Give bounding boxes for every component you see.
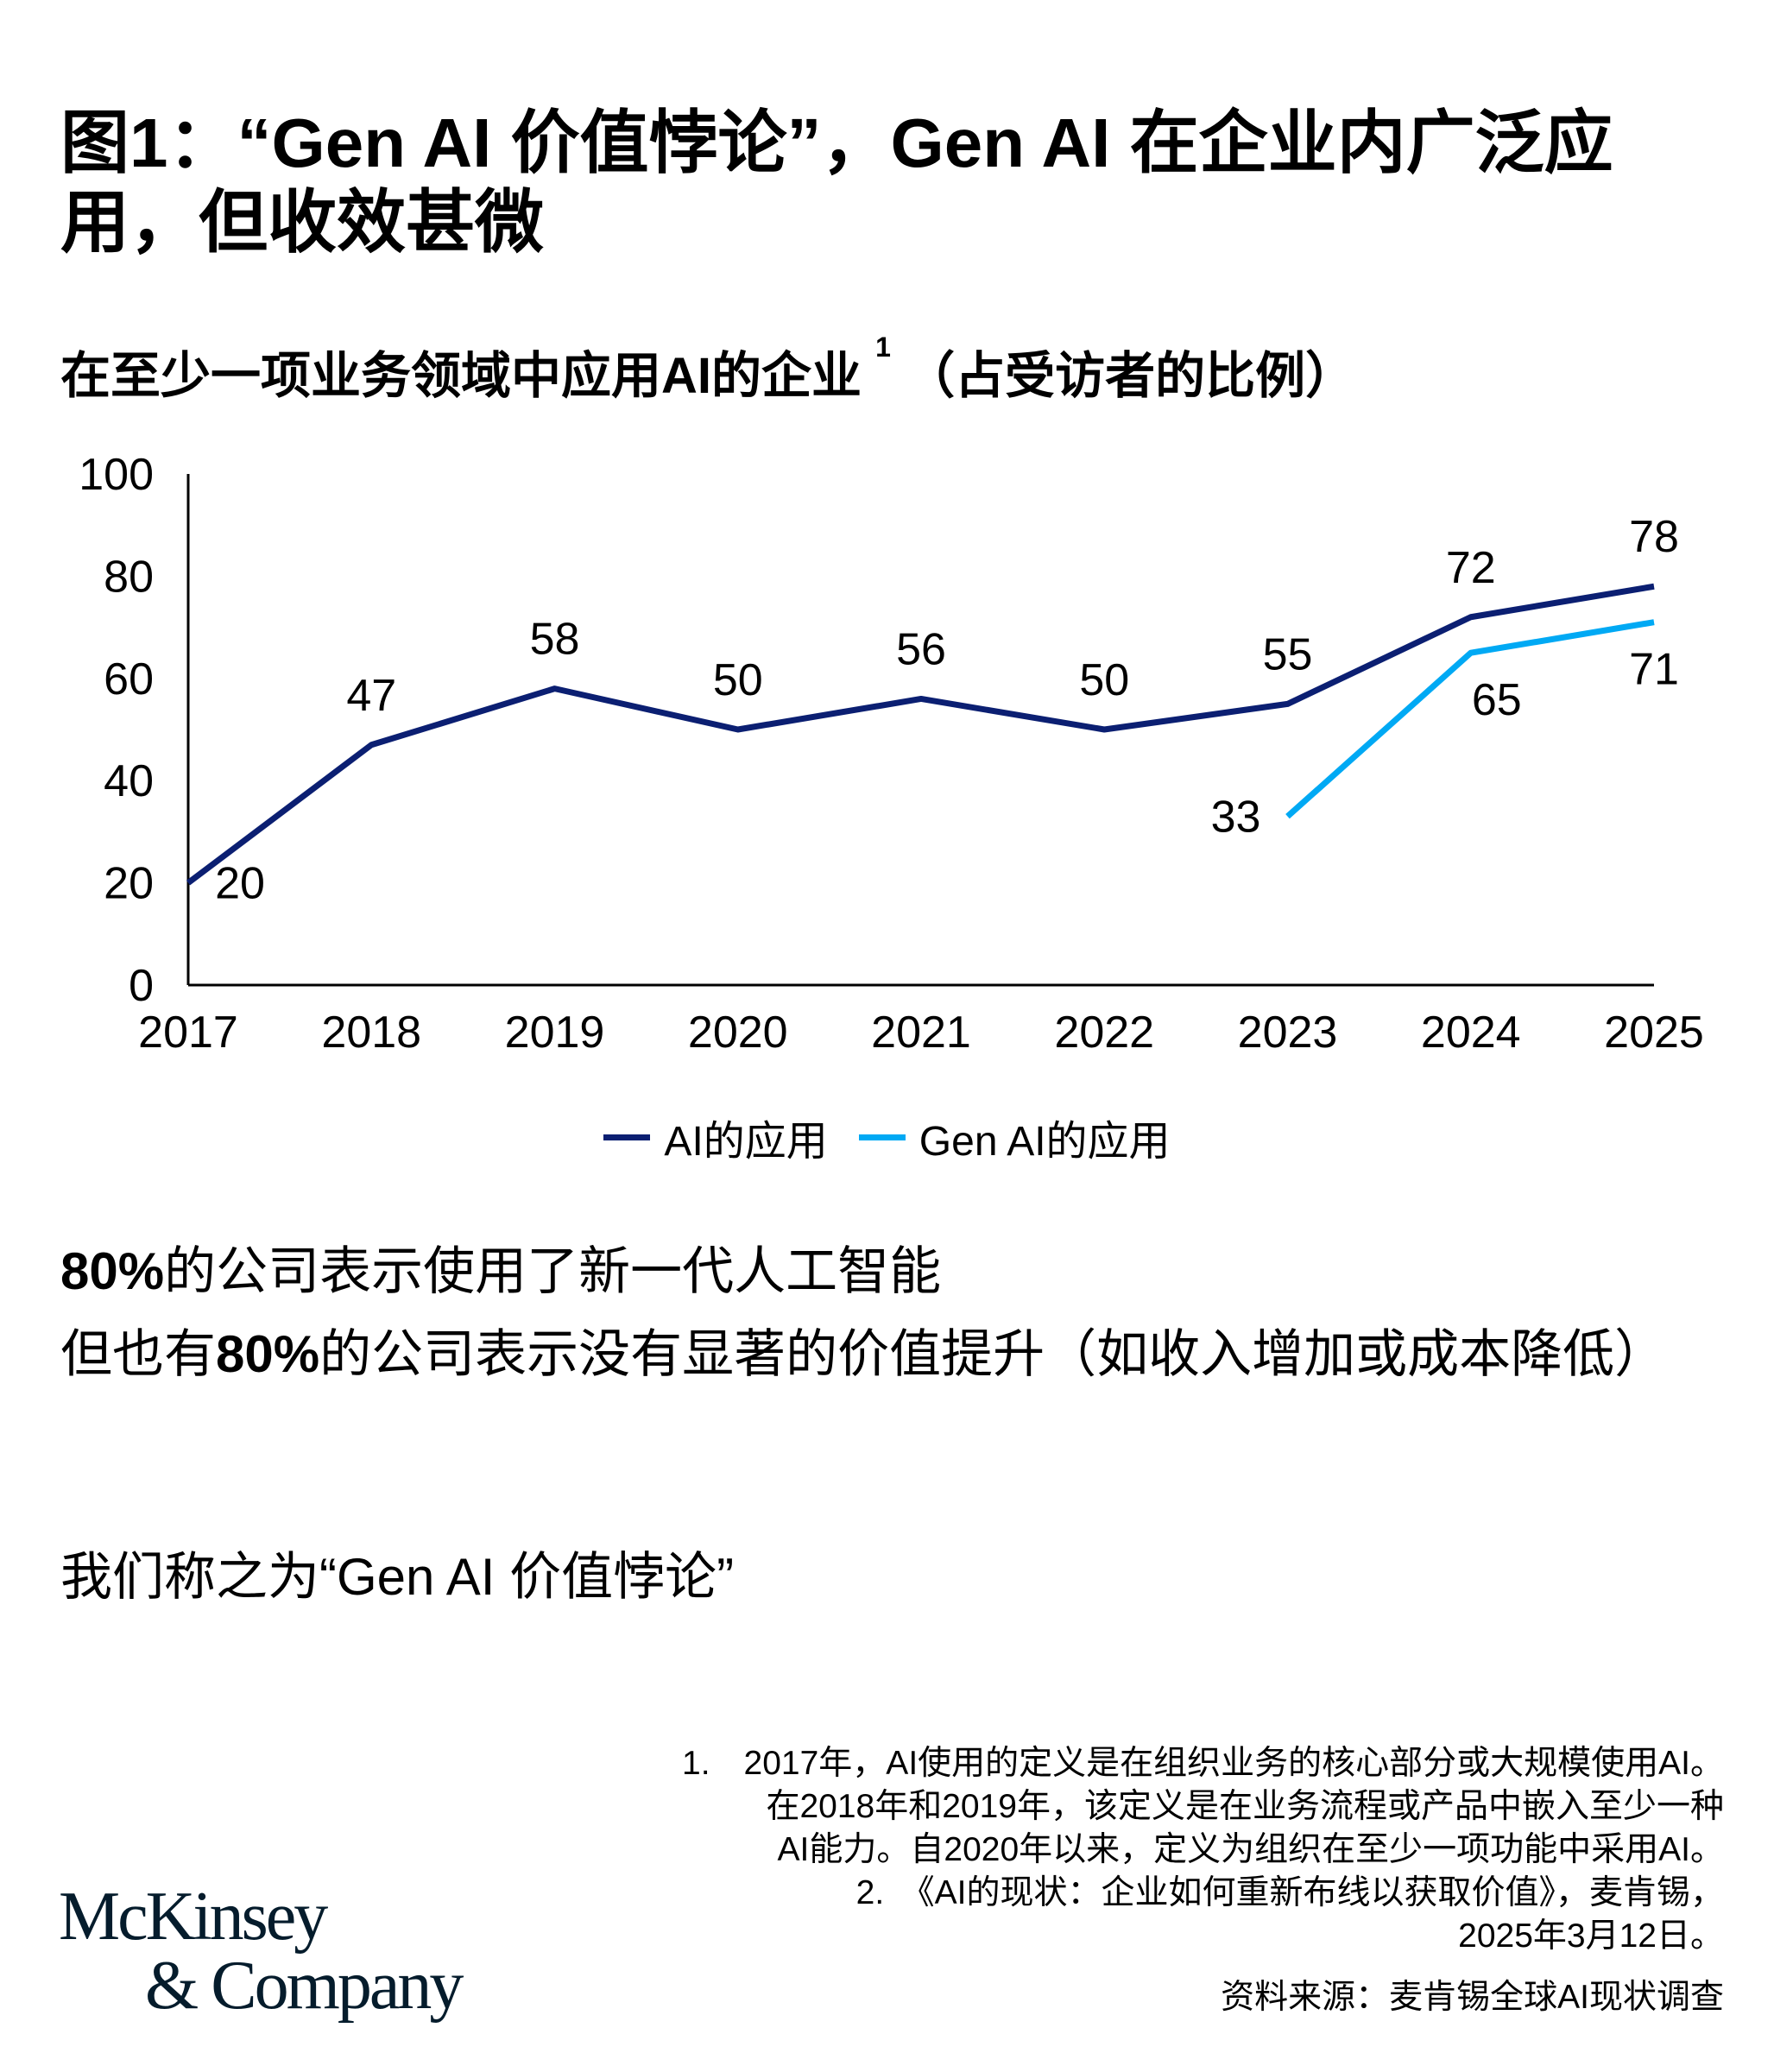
highlight-percent: 80% [216,1325,320,1383]
footnote-line: 1. 2017年，AI使用的定义是在组织业务的核心部分或大规模使用AI。 [682,1745,1724,1782]
highlight-percent: 80% [60,1242,165,1300]
body-text: 的公司表示没有显著的价值提升（如收入增加或成本降低） [319,1325,1667,1383]
footnotes: 1. 2017年，AI使用的定义是在组织业务的核心部分或大规模使用AI。 在20… [682,1742,1724,1958]
data-label: 71 [1629,645,1679,695]
y-tick-label: 80 [104,552,154,602]
footnote-line: 在2018年和2019年，该定义是在业务流程或产品中嵌入至少一种 [766,1788,1724,1825]
logo-line-1: McKinsey [59,1879,328,1955]
data-label: 50 [713,655,763,705]
subtitle-unit: （占受访者的比例） [905,348,1356,404]
data-label: 72 [1446,543,1496,593]
footnote-line: 2025年3月12日。 [1458,1917,1724,1955]
data-label: 58 [530,615,580,665]
x-tick-label: 2022 [1054,1008,1154,1058]
x-tick-label: 2023 [1238,1008,1338,1058]
chart-legend: AI的应用 Gen AI的应用 [0,1107,1774,1167]
mckinsey-logo: McKinsey & Company [59,1879,464,2024]
data-label: 33 [1211,793,1261,843]
logo-line-2: & Company [145,1948,464,2024]
y-tick-label: 40 [104,756,154,806]
data-label: 56 [896,624,946,674]
data-label: 65 [1472,675,1522,725]
y-tick-label: 0 [129,961,154,1011]
data-label: 78 [1629,512,1679,562]
page-title: 图1：“Gen AI 价值悖论”，Gen AI 在企业内广泛应用，但收效甚微 [60,104,1613,261]
y-tick-label: 60 [104,654,154,704]
legend-swatch-genai [858,1134,906,1140]
x-tick-label: 2021 [871,1008,971,1058]
body-line-1: 80%的公司表示使用了新一代人工智能 [60,1237,1727,1306]
x-tick-label: 2020 [688,1008,788,1058]
x-tick-label: 2024 [1421,1008,1521,1058]
series-line-genai [1285,619,1655,819]
body-text: 的公司表示使用了新一代人工智能 [164,1242,942,1300]
line-chart: 0 20 40 60 80 100 2017 2018 2019 2020 2021 2022 2023… [79,450,1704,1058]
footnote-line: AI能力。自2020年以来，定义为组织在至少一项功能中采用AI。 [777,1831,1724,1868]
footnote-ref: 1 [875,332,891,363]
source-note: 资料来源：麦肯锡全球AI现状调查 [1221,1979,1724,2016]
data-label: 20 [215,859,265,909]
data-label: 55 [1263,629,1313,679]
x-tick-label: 2019 [505,1008,605,1058]
legend-swatch-ai [603,1134,651,1140]
body-text: 但也有 [60,1325,216,1383]
footnote-line: 2. 《AI的现状：企业如何重新布线以获取价值》，麦肯锡， [855,1874,1724,1911]
legend-label: Gen AI的应用 [919,1119,1171,1165]
x-tick-label: 2025 [1604,1008,1704,1058]
legend-item-ai: AI的应用 [603,1107,828,1167]
y-tick-label: 20 [104,859,154,909]
subtitle-text: 在至少一项业务领域中应用AI的企业 [60,348,862,404]
data-label: 50 [1079,655,1129,705]
y-tick-label: 100 [79,450,154,500]
x-tick-label: 2017 [138,1008,238,1058]
legend-label: AI的应用 [664,1119,828,1165]
series-line-ai [186,583,1655,886]
body-line-3: 我们称之为“Gen AI 价值悖论” [60,1548,735,1606]
data-label: 47 [346,671,396,721]
legend-item-genai: Gen AI的应用 [858,1107,1171,1167]
chart-subtitle: 在至少一项业务领域中应用AI的企业 1 （占受访者的比例） [60,332,1356,407]
body-line-2: 但也有80%的公司表示没有显著的价值提升（如收入增加或成本降低） [60,1320,1727,1389]
x-tick-label: 2018 [321,1008,421,1058]
